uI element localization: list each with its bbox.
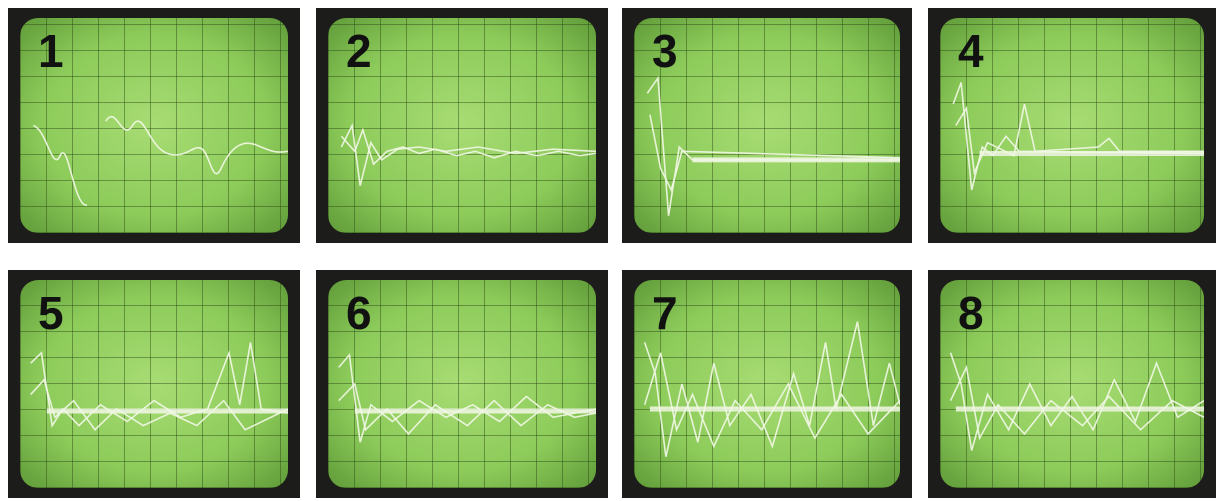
scope-panel: 8 xyxy=(928,270,1216,498)
trace xyxy=(634,18,900,233)
scope-panel: 2 xyxy=(316,8,608,243)
trace xyxy=(328,18,596,233)
panel-number: 8 xyxy=(958,287,984,339)
scope-panel: 4 xyxy=(928,8,1216,243)
panel-number: 5 xyxy=(38,287,64,339)
panel-number: 7 xyxy=(652,287,678,339)
scope-panel: 7 xyxy=(622,270,912,498)
scope-screen: 7 xyxy=(634,280,900,488)
trace xyxy=(20,18,288,233)
scope-screen: 3 xyxy=(634,18,900,233)
trace xyxy=(634,280,900,488)
panel-number: 2 xyxy=(346,25,372,77)
scope-screen: 4 xyxy=(940,18,1204,233)
scope-panel: 5 xyxy=(8,270,300,498)
scope-screen: 5 xyxy=(20,280,288,488)
trace xyxy=(328,280,596,488)
panel-number: 6 xyxy=(346,287,372,339)
scope-panel: 1 xyxy=(8,8,300,243)
scope-screen: 1 xyxy=(20,18,288,233)
panel-number: 1 xyxy=(38,25,64,77)
panel-number: 3 xyxy=(652,25,678,77)
scope-panel: 3 xyxy=(622,8,912,243)
trace xyxy=(20,280,288,488)
scope-screen: 6 xyxy=(328,280,596,488)
trace xyxy=(940,18,1204,233)
scope-panel: 6 xyxy=(316,270,608,498)
scope-screen: 8 xyxy=(940,280,1204,488)
trace xyxy=(940,280,1204,488)
panel-number: 4 xyxy=(958,25,984,77)
scope-screen: 2 xyxy=(328,18,596,233)
